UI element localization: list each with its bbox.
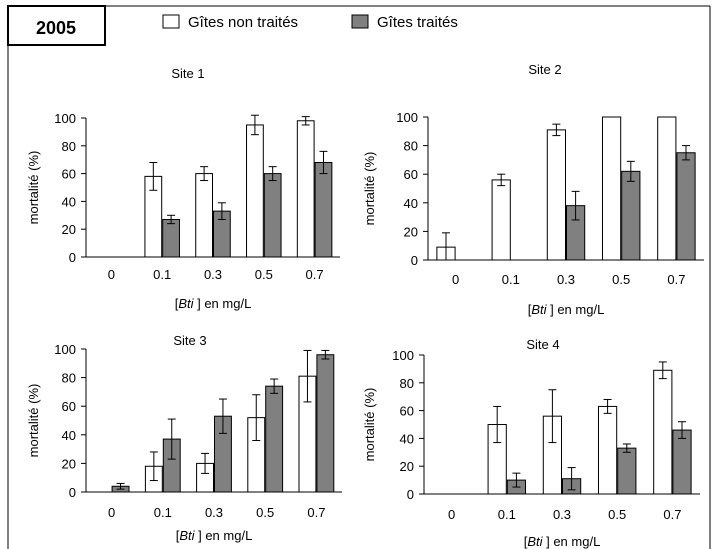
- y-tick-label: 100: [392, 348, 414, 363]
- x-tick-label: 0.5: [256, 505, 274, 520]
- x-tick-label: 0: [452, 272, 459, 287]
- bar-untreated: [491, 179, 511, 261]
- x-tick-label: 0.3: [205, 505, 223, 520]
- bar-treated: [265, 385, 284, 493]
- x-tick-label: 0.5: [612, 272, 630, 287]
- chart-title: Site 3: [173, 333, 206, 348]
- y-tick-label: 0: [407, 487, 414, 502]
- bar-treated: [672, 429, 692, 495]
- y-tick-label: 40: [62, 194, 76, 209]
- x-tick-label: 0: [448, 507, 455, 522]
- y-tick-label: 80: [400, 376, 414, 391]
- bar-treated: [162, 218, 180, 258]
- x-axis-label: [Bti ] en mg/L: [524, 534, 601, 549]
- legend: Gîtes non traités Gîtes traités: [162, 14, 458, 31]
- chart-site-3: Site 3 0 20 40 60 80 100 mortalité (%) 0 0.1 0.3 0.…: [26, 333, 342, 543]
- y-tick-label: 20: [400, 459, 414, 474]
- bar-untreated: [601, 116, 622, 261]
- y-axis-label: mortalité (%): [26, 151, 41, 225]
- bar-treated: [621, 170, 641, 261]
- x-tick-label: 0.7: [307, 505, 325, 520]
- bar-treated: [263, 173, 282, 258]
- x-tick-label: 0.7: [306, 267, 324, 282]
- x-tick-label: 0.3: [557, 272, 575, 287]
- bar-treated: [617, 447, 637, 495]
- legend-untreated-label: Gîtes non traités: [188, 14, 298, 31]
- year-label: 2005: [36, 18, 76, 38]
- y-axis-label: mortalité (%): [362, 152, 377, 226]
- y-tick-label: 20: [62, 222, 76, 237]
- legend-untreated-swatch: [162, 14, 180, 29]
- x-axis-label: [Bti ] en mg/L: [176, 528, 253, 543]
- y-tick-label: 20: [62, 456, 76, 471]
- y-tick-label: 0: [69, 485, 76, 500]
- x-tick-label: 0.1: [154, 505, 172, 520]
- x-axis-label: [Bti ] en mg/L: [528, 302, 605, 317]
- y-tick-label: 0: [411, 253, 418, 268]
- x-tick-label: 0: [108, 505, 115, 520]
- y-tick-label: 60: [62, 399, 76, 414]
- y-tick-label: 40: [404, 196, 418, 211]
- bar-treated: [314, 161, 333, 258]
- y-axis-label: mortalité (%): [26, 384, 41, 458]
- y-tick-label: 80: [62, 371, 76, 386]
- bar-treated: [316, 354, 335, 493]
- y-tick-label: 100: [396, 110, 418, 125]
- y-tick-label: 80: [62, 139, 76, 154]
- y-tick-label: 100: [54, 342, 76, 357]
- year-box: [7, 5, 106, 46]
- x-tick-label: 0.5: [608, 507, 626, 522]
- y-tick-label: 0: [69, 250, 76, 265]
- y-tick-label: 60: [404, 167, 418, 182]
- x-tick-label: 0.1: [498, 507, 516, 522]
- y-axis-label: mortalité (%): [362, 388, 377, 462]
- x-tick-label: 0.7: [667, 272, 685, 287]
- bar-untreated: [657, 116, 677, 261]
- bar-untreated: [597, 405, 618, 495]
- y-tick-label: 60: [62, 167, 76, 182]
- bar-untreated: [653, 369, 673, 495]
- chart-site-2: Site 2 0 20 40 60 80 100 mortalité (%) 0 0.1 0.3 0.…: [362, 62, 704, 317]
- bar-untreated: [246, 124, 264, 258]
- y-tick-label: 60: [400, 404, 414, 419]
- chart-site-4: Site 4 0 20 40 60 80 100 mortalité (%) 0 0.1 0.3 0.…: [362, 337, 700, 549]
- chart-panels: Site 1 0 20 40 60 80 100 mortalité (%) 0 0.1 0.3 0.…: [26, 62, 704, 549]
- chart-title: Site 4: [526, 337, 559, 352]
- y-tick-label: 20: [404, 224, 418, 239]
- x-axis-label: [Bti ] en mg/L: [175, 296, 252, 311]
- x-tick-label: 0.3: [553, 507, 571, 522]
- y-tick-label: 100: [54, 111, 76, 126]
- x-tick-label: 0.1: [502, 272, 520, 287]
- chart-site-1: Site 1 0 20 40 60 80 100 mortalité (%) 0 0.1 0.3 0.…: [26, 66, 340, 311]
- legend-treated-label: Gîtes traités: [377, 14, 458, 31]
- chart-title: Site 2: [528, 62, 561, 77]
- bar-untreated: [546, 129, 566, 261]
- y-tick-label: 40: [400, 431, 414, 446]
- bar-untreated: [195, 173, 213, 258]
- x-tick-label: 0.5: [255, 267, 273, 282]
- x-tick-label: 0.7: [663, 507, 681, 522]
- y-tick-label: 80: [404, 139, 418, 154]
- bar-untreated: [296, 120, 315, 258]
- y-tick-label: 40: [62, 428, 76, 443]
- legend-treated-swatch: [351, 14, 369, 29]
- x-tick-label: 0.3: [204, 267, 222, 282]
- bar-treated: [676, 152, 696, 261]
- x-tick-label: 0.1: [153, 267, 171, 282]
- chart-title: Site 1: [171, 66, 204, 81]
- x-tick-label: 0: [108, 267, 115, 282]
